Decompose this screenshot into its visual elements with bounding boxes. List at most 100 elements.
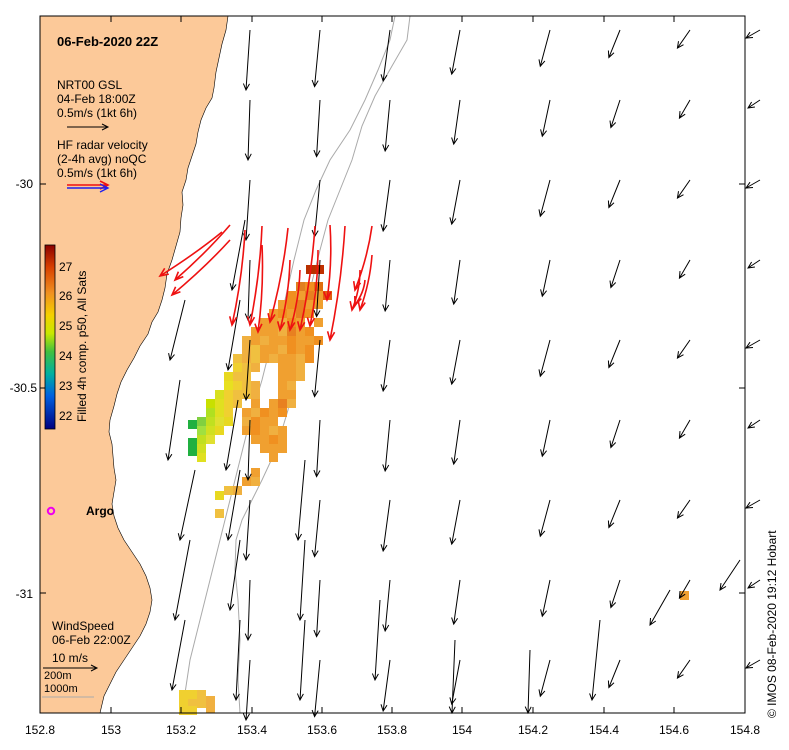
sst-pixel bbox=[251, 426, 260, 435]
radar-scale-arrow-blue bbox=[67, 183, 110, 193]
wind-arrow bbox=[676, 29, 691, 50]
sst-pixel bbox=[278, 354, 287, 363]
radar-arrow bbox=[296, 225, 316, 333]
sst-pixel bbox=[296, 336, 305, 345]
sst-pixel bbox=[251, 477, 260, 486]
sst-pixel bbox=[278, 381, 287, 390]
sst-pixel bbox=[269, 426, 278, 435]
colorbar-tick: 27 bbox=[59, 260, 73, 274]
sst-pixel bbox=[296, 354, 305, 363]
wind-arrow bbox=[451, 99, 461, 146]
sst-pixel bbox=[251, 354, 260, 363]
wind-arrow bbox=[744, 499, 761, 509]
radar-arrow bbox=[246, 225, 263, 328]
sst-pixel bbox=[269, 309, 278, 318]
sst-pixel bbox=[242, 426, 251, 435]
wind-arrow bbox=[744, 659, 761, 669]
sst-pixel bbox=[269, 408, 278, 417]
sst-pixel bbox=[224, 408, 233, 417]
x-tick-label: 152.8 bbox=[25, 723, 55, 737]
radar-legend-line: 0.5m/s (1kt 6h) bbox=[57, 166, 137, 180]
sst-pixel bbox=[314, 300, 323, 309]
sst-pixel bbox=[278, 444, 287, 453]
wind-arrow bbox=[607, 659, 621, 689]
wind-arrow bbox=[296, 539, 306, 622]
sst-pixel bbox=[278, 399, 287, 408]
sst-pixel bbox=[287, 309, 296, 318]
wind-arrow bbox=[382, 579, 391, 633]
sst-pixel bbox=[233, 381, 242, 390]
colorbar-title: Filled 4h comp. p50, All Sats bbox=[75, 271, 89, 422]
wind-arrow bbox=[607, 499, 621, 529]
x-tick-label: 153.2 bbox=[166, 723, 196, 737]
wind-arrow bbox=[242, 29, 251, 92]
sst-colorbar: 27 26 25 24 23 22 Filled 4h comp. p50, A… bbox=[44, 244, 89, 430]
y-tick-label: -30 bbox=[16, 177, 34, 191]
sst-pixel bbox=[251, 390, 260, 399]
radar-arrow bbox=[323, 224, 332, 303]
sst-pixel bbox=[251, 381, 260, 390]
sst-pixel bbox=[197, 699, 206, 708]
wind-arrow bbox=[313, 99, 321, 158]
radar-velocity-arrows bbox=[158, 224, 373, 343]
isobath-legend-line: 200m bbox=[44, 670, 72, 682]
wind-arrows bbox=[165, 29, 761, 722]
sst-pixel bbox=[233, 486, 242, 495]
wind-arrow bbox=[609, 99, 621, 129]
sst-pixel bbox=[224, 381, 233, 390]
sst-pixel bbox=[314, 318, 323, 327]
sst-pixel bbox=[287, 390, 296, 399]
sst-pixel bbox=[197, 453, 206, 462]
isobath-legend-line: 1000m bbox=[44, 683, 78, 695]
coastline-land bbox=[40, 16, 229, 713]
wind-arrow bbox=[449, 29, 461, 76]
wind-arrow bbox=[747, 579, 761, 589]
sst-pixel bbox=[197, 417, 206, 426]
sst-pixel bbox=[242, 354, 251, 363]
sst-pixel bbox=[287, 327, 296, 336]
sst-pixel bbox=[287, 363, 296, 372]
wind-arrow bbox=[678, 579, 691, 600]
x-tick-label: 154.2 bbox=[518, 723, 548, 737]
radar-arrow bbox=[352, 225, 373, 292]
sst-pixel bbox=[260, 435, 269, 444]
wind-arrow bbox=[242, 499, 251, 562]
gsl-legend-line: 04-Feb 18:00Z bbox=[57, 92, 136, 106]
wind-arrow bbox=[223, 399, 239, 472]
sst-pixel bbox=[269, 318, 278, 327]
wind-arrow bbox=[380, 499, 391, 553]
x-tick-label: 154.4 bbox=[589, 723, 619, 737]
wind-arrow bbox=[538, 659, 551, 698]
sst-pixel bbox=[242, 477, 251, 486]
wind-arrow bbox=[177, 469, 196, 542]
wind-legend-line: 10 m/s bbox=[52, 651, 88, 665]
sst-pixel bbox=[215, 509, 224, 518]
sst-pixel bbox=[233, 354, 242, 363]
x-tick-label: 153.8 bbox=[377, 723, 407, 737]
wind-arrow bbox=[311, 339, 321, 398]
wind-arrow bbox=[449, 339, 461, 386]
sst-pixel bbox=[269, 327, 278, 336]
wind-arrow bbox=[678, 99, 691, 120]
sst-pixel bbox=[206, 417, 215, 426]
radar-legend: HF radar velocity (2-4h avg) noQC 0.5m/s… bbox=[57, 138, 148, 193]
wind-arrow bbox=[538, 179, 551, 218]
sst-pixel bbox=[206, 408, 215, 417]
wind-arrow bbox=[744, 179, 761, 189]
wind-arrow bbox=[524, 649, 532, 715]
wind-arrow bbox=[295, 459, 306, 542]
sst-pixel bbox=[197, 426, 206, 435]
sst-pixel bbox=[260, 444, 269, 453]
sst-pixel bbox=[260, 354, 269, 363]
wind-arrow bbox=[676, 179, 691, 200]
wind-arrow bbox=[676, 499, 691, 520]
wind-arrow bbox=[607, 179, 621, 209]
sst-pixel bbox=[251, 363, 260, 372]
sst-pixel bbox=[269, 444, 278, 453]
sst-pixel bbox=[287, 381, 296, 390]
credit-text: © IMOS 08-Feb-2020 19:12 Hobart bbox=[765, 530, 779, 718]
sst-pixel bbox=[287, 354, 296, 363]
sst-pixel bbox=[296, 345, 305, 354]
sst-pixel bbox=[287, 345, 296, 354]
